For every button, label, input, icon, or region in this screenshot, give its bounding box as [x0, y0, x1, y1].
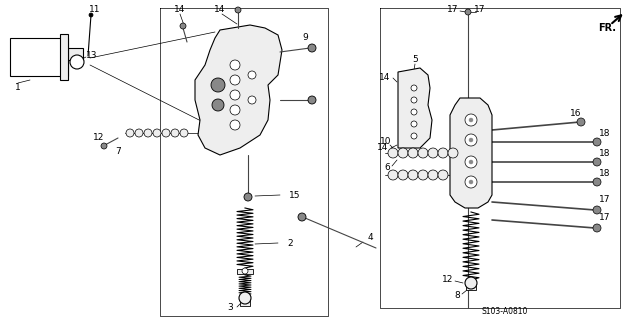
Text: 18: 18: [599, 149, 611, 158]
Circle shape: [465, 176, 477, 188]
Bar: [10, 38, 68, 76]
Circle shape: [593, 224, 601, 232]
Circle shape: [465, 9, 471, 15]
Circle shape: [411, 97, 417, 103]
Text: 3: 3: [227, 302, 233, 311]
Bar: [240, 298, 250, 306]
Bar: [60, 34, 68, 80]
Text: 15: 15: [289, 190, 301, 199]
Circle shape: [469, 118, 473, 122]
Text: 14: 14: [378, 144, 388, 152]
Circle shape: [388, 170, 398, 180]
Circle shape: [298, 213, 306, 221]
Circle shape: [308, 44, 316, 52]
Text: 12: 12: [93, 133, 105, 143]
Text: 17: 17: [447, 4, 459, 13]
Circle shape: [212, 99, 224, 111]
Text: 14: 14: [174, 4, 186, 13]
Circle shape: [89, 13, 93, 17]
Circle shape: [577, 118, 585, 126]
Text: 17: 17: [599, 213, 611, 222]
Circle shape: [126, 129, 134, 137]
Circle shape: [411, 121, 417, 127]
Text: 1: 1: [15, 84, 21, 93]
Circle shape: [398, 148, 408, 158]
Text: S103-A0810: S103-A0810: [482, 308, 528, 316]
Circle shape: [230, 105, 240, 115]
Circle shape: [418, 170, 428, 180]
Circle shape: [135, 129, 143, 137]
Text: 16: 16: [570, 108, 582, 117]
Text: 2: 2: [287, 239, 293, 248]
Circle shape: [398, 170, 408, 180]
Text: 12: 12: [442, 276, 454, 285]
Circle shape: [230, 75, 240, 85]
Circle shape: [593, 206, 601, 214]
Circle shape: [428, 148, 438, 158]
Circle shape: [101, 143, 107, 149]
Circle shape: [465, 156, 477, 168]
Circle shape: [465, 277, 477, 289]
Circle shape: [411, 133, 417, 139]
Bar: [466, 283, 476, 290]
Circle shape: [230, 60, 240, 70]
Text: 5: 5: [412, 55, 418, 63]
Circle shape: [418, 148, 428, 158]
Circle shape: [593, 138, 601, 146]
Circle shape: [438, 170, 448, 180]
Polygon shape: [450, 98, 492, 208]
Circle shape: [411, 85, 417, 91]
Polygon shape: [398, 68, 432, 148]
Circle shape: [144, 129, 152, 137]
Text: 7: 7: [115, 147, 121, 157]
Bar: [68, 48, 83, 60]
Circle shape: [469, 180, 473, 184]
Text: 13: 13: [86, 50, 98, 60]
Circle shape: [70, 55, 84, 69]
Circle shape: [408, 148, 418, 158]
Text: 14: 14: [214, 4, 226, 13]
Circle shape: [244, 193, 252, 201]
Circle shape: [469, 138, 473, 142]
Circle shape: [242, 268, 248, 274]
Circle shape: [211, 78, 225, 92]
Circle shape: [593, 158, 601, 166]
Text: 4: 4: [367, 234, 373, 242]
Text: 17: 17: [474, 4, 486, 13]
Circle shape: [230, 90, 240, 100]
Circle shape: [408, 170, 418, 180]
Text: 18: 18: [599, 168, 611, 177]
Text: 14: 14: [380, 73, 390, 83]
Text: 18: 18: [599, 129, 611, 137]
Text: 17: 17: [599, 196, 611, 204]
Text: 11: 11: [89, 4, 100, 13]
Circle shape: [153, 129, 161, 137]
Circle shape: [411, 109, 417, 115]
Circle shape: [308, 96, 316, 104]
Circle shape: [248, 71, 256, 79]
Circle shape: [438, 148, 448, 158]
Circle shape: [162, 129, 170, 137]
Circle shape: [465, 114, 477, 126]
Circle shape: [180, 129, 188, 137]
Circle shape: [235, 7, 241, 13]
Bar: [237, 269, 253, 274]
Circle shape: [448, 148, 458, 158]
Circle shape: [230, 120, 240, 130]
Polygon shape: [195, 25, 282, 155]
Text: 8: 8: [454, 292, 460, 300]
Circle shape: [428, 170, 438, 180]
Text: FR.: FR.: [598, 23, 616, 33]
Text: 6: 6: [384, 164, 390, 173]
Circle shape: [239, 292, 251, 304]
Circle shape: [593, 178, 601, 186]
Circle shape: [171, 129, 179, 137]
Circle shape: [469, 160, 473, 164]
Circle shape: [180, 23, 186, 29]
Circle shape: [465, 134, 477, 146]
Circle shape: [248, 96, 256, 104]
Text: 10: 10: [380, 137, 392, 145]
Text: 9: 9: [302, 33, 308, 42]
Circle shape: [388, 148, 398, 158]
